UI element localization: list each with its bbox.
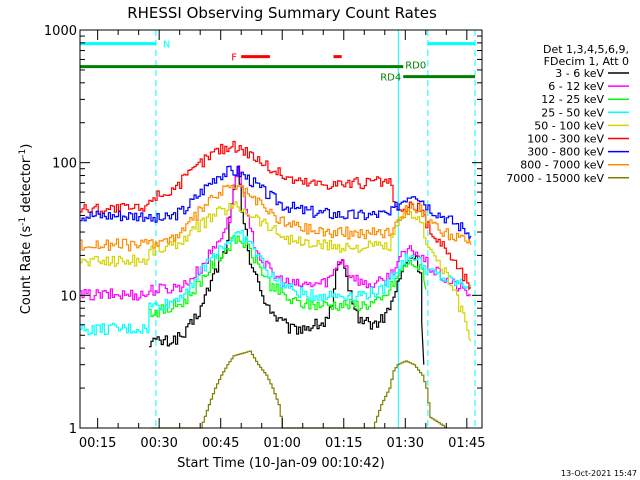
legend-label: 25 - 50 keV [541,106,604,119]
series-line-6 [80,165,472,241]
plot-frame [79,29,483,429]
x-tick-label: 00:45 [202,436,239,451]
series-line-0 [148,166,425,365]
y-tick-label: 1 [69,422,77,437]
legend-label: 100 - 300 keV [527,133,604,146]
legend-label: 50 - 100 keV [534,119,604,132]
annotation-label-rd0: RD0 [405,61,426,72]
x-tick-label: 01:45 [448,436,485,451]
annotation-label-f: F [231,53,237,64]
legend-label: 7000 - 15000 keV [506,172,604,185]
annotation-label-rd4: RD4 [380,73,401,84]
x-tick-label: 00:15 [79,436,116,451]
legend-label: 3 - 6 keV [555,67,604,80]
y-axis-label-part: Count Rate (s [19,226,34,315]
plot-marks: N F RD0 RD4 [80,30,476,429]
series-line-3 [80,229,472,336]
y-tick-label: 100 [52,157,77,172]
legend-header: Det 1,3,4,5,6,9, [543,43,629,56]
y-tick-label: 1000 [44,24,77,39]
annotation-label-n: N [163,40,170,51]
series-line-1 [80,165,472,301]
timestamp: 13-Oct-2021 15:47 [561,469,637,478]
legend: Det 1,3,4,5,6,9,FDecim 1, Att 03 - 6 keV… [506,43,629,185]
legend-label: 800 - 7000 keV [520,159,604,172]
y-axis-label: Count Rate (s-1 detector-1) [18,144,34,315]
legend-label: 6 - 12 keV [548,80,604,93]
series-line-7 [80,184,472,252]
x-tick-label: 01:00 [263,436,300,451]
y-tick-label: 10 [60,289,77,304]
x-tick-label: 00:30 [140,436,177,451]
legend-header: FDecim 1, Att 0 [544,55,629,68]
x-tick-label: 01:30 [387,436,424,451]
x-axis-label: Start Time (10-Jan-09 00:10:42) [177,456,385,471]
legend-label: 300 - 800 keV [527,146,604,159]
axes: 1 10 100 1000 00:15 00:30 00:45 01:00 01:15 01:30… [44,24,486,451]
series-line-4 [80,201,472,342]
y-axis-label-part: ) [19,144,34,149]
y-axis-label-sup: -1 [18,149,28,158]
x-tick-label: 01:15 [325,436,362,451]
legend-label: 12 - 25 keV [541,93,604,106]
chart-title: RHESSI Observing Summary Count Rates [127,4,437,22]
y-axis-label-sup: -1 [18,217,28,226]
y-axis-label-part: detector [19,157,34,217]
series-line-2 [148,235,427,318]
